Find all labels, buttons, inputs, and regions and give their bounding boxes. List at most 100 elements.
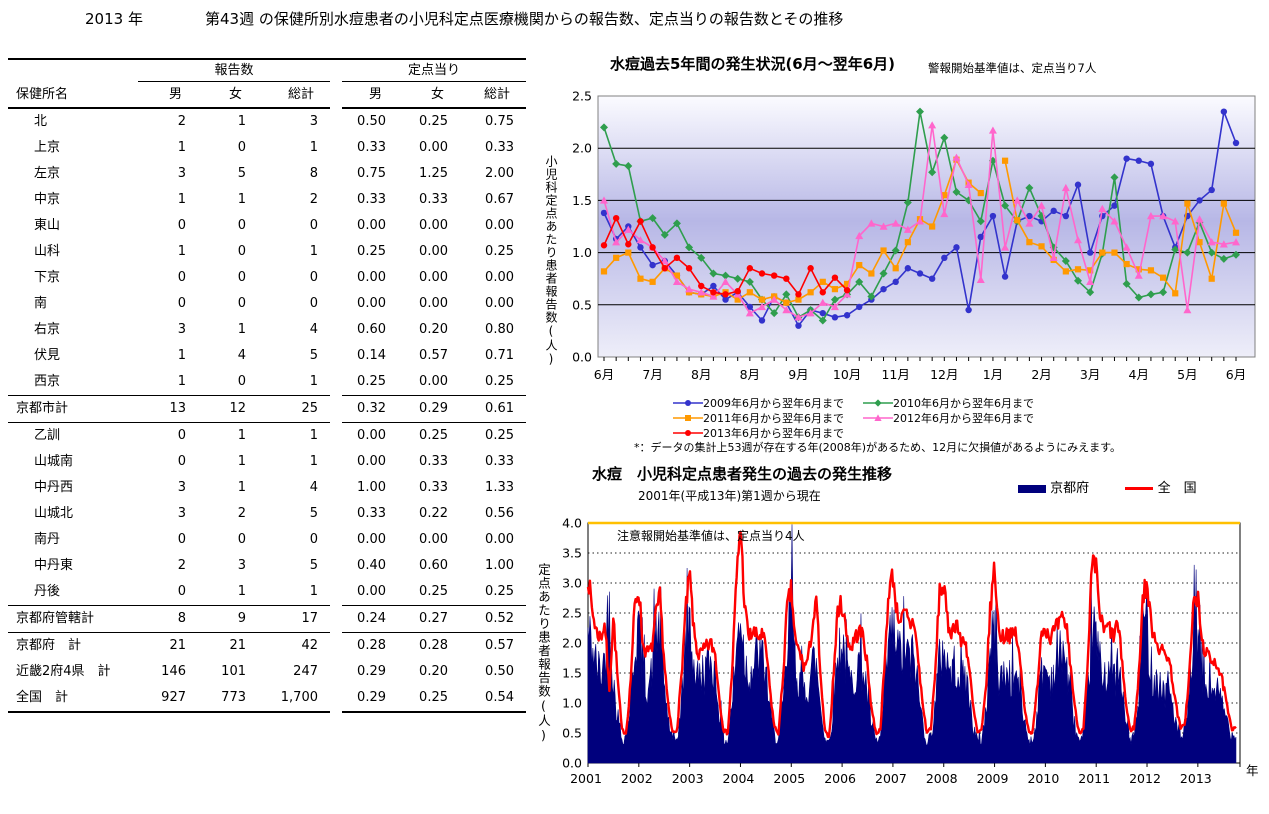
health-center-name: 南丹 <box>34 532 61 547</box>
y-tick-label: 0.5 <box>562 726 582 741</box>
value-cell: 1.00 <box>485 558 514 573</box>
value-cell: 0.00 <box>357 454 386 469</box>
value-cell: 0.28 <box>357 638 386 653</box>
title-rest: の保健所別水痘患者の小児科定点医療機関からの報告数、定点当りの報告数とその推移 <box>258 10 844 28</box>
top-chart-alert-note: 警報開始基準値は、定点当り7人 <box>928 61 1097 75</box>
value-cell: 1 <box>258 579 330 606</box>
health-center-name: 下京 <box>34 270 61 285</box>
value-cell: 0 <box>177 428 186 443</box>
year-label: 2007 <box>875 771 907 786</box>
value-cell: 1 <box>237 114 246 129</box>
value-cell: 1 <box>309 244 318 259</box>
value-cell: 0.57 <box>419 348 448 363</box>
gap-cell <box>330 606 342 633</box>
month-label: 12月 <box>930 367 958 382</box>
y-tick-label: 3.0 <box>562 576 582 591</box>
table-row: 南 0 0 0 0.00 0.00 0.00 <box>8 291 526 317</box>
gap-cell <box>330 265 342 291</box>
year-label: 2008 <box>926 771 958 786</box>
value-cell: 0.00 <box>398 369 460 396</box>
gap-cell <box>330 369 342 396</box>
value-cell: 0.00 <box>357 270 386 285</box>
value-cell: 1 <box>309 140 318 155</box>
value-cell: 2 <box>177 114 186 129</box>
health-center-table: 報告数 定点当り 保健所名 男 女 総計 男 女 総計 北 2 1 3 0.50 0.25… <box>8 58 526 713</box>
value-cell: 0.00 <box>419 218 448 233</box>
y-tick-label: 0.0 <box>572 350 592 365</box>
value-cell: 0.00 <box>485 270 514 285</box>
gap-cell <box>330 579 342 606</box>
title-year: 2013 年 <box>85 10 143 28</box>
health-center-name: 東山 <box>34 218 61 233</box>
value-cell: 0.20 <box>419 664 448 679</box>
value-cell: 3 <box>309 114 318 129</box>
table-row: 中丹東 2 3 5 0.40 0.60 1.00 <box>8 553 526 579</box>
table-row: 乙訓 0 1 1 0.00 0.25 0.25 <box>8 423 526 450</box>
gap-cell <box>330 343 342 369</box>
month-label: 11月 <box>881 367 909 382</box>
value-cell: 0.00 <box>419 140 448 155</box>
value-cell: 0.00 <box>357 428 386 443</box>
value-cell: 0.40 <box>357 558 386 573</box>
title-week: 第43週 <box>205 10 255 28</box>
y-tick-label: 2.5 <box>572 89 592 104</box>
value-cell: 13 <box>138 395 198 423</box>
value-cell: 21 <box>229 638 246 653</box>
value-cell: 42 <box>301 638 318 653</box>
value-cell: 1 <box>177 348 186 363</box>
header-gap <box>330 58 342 82</box>
value-cell: 0.52 <box>460 605 526 633</box>
health-center-name: 山城南 <box>34 454 74 469</box>
gap-cell <box>330 659 342 685</box>
table-row: 下京 0 0 0 0.00 0.00 0.00 <box>8 265 526 291</box>
value-cell: 0.25 <box>485 428 514 443</box>
table-header: 報告数 定点当り 保健所名 男 女 総計 男 女 総計 <box>8 58 526 109</box>
value-cell: 3 <box>177 166 186 181</box>
value-cell: 0.24 <box>342 605 398 633</box>
value-cell: 4 <box>309 322 318 337</box>
value-cell: 0.00 <box>419 532 448 547</box>
health-center-name: 丹後 <box>8 579 138 606</box>
page-title: 2013 年 第43週 の保健所別水痘患者の小児科定点医療機関からの報告数、定点… <box>0 8 1269 30</box>
year-label: 2003 <box>672 771 704 786</box>
value-cell: 0.33 <box>419 192 448 207</box>
value-cell: 1 <box>309 428 318 443</box>
table-row: 近畿2府4県 計 146 101 247 0.29 0.20 0.50 <box>8 659 526 685</box>
y-tick-label: 3.5 <box>562 546 582 561</box>
value-cell: 0 <box>177 532 186 547</box>
value-cell: 4 <box>237 348 246 363</box>
health-center-name: 中丹西 <box>34 480 74 495</box>
value-cell: 17 <box>258 605 330 633</box>
health-center-name: 上京 <box>34 140 61 155</box>
health-center-name: 北 <box>34 114 48 129</box>
value-cell: 0 <box>237 296 246 311</box>
year-label: 2006 <box>824 771 856 786</box>
value-cell: 0.33 <box>357 192 386 207</box>
gap-cell <box>330 475 342 501</box>
health-center-name: 山城北 <box>34 506 74 521</box>
value-cell: 1.25 <box>419 166 448 181</box>
national-line-series <box>586 530 1237 739</box>
value-cell: 0.75 <box>485 114 514 129</box>
value-cell: 0.00 <box>485 296 514 311</box>
health-center-name: 南 <box>34 296 48 311</box>
table-row: 北 2 1 3 0.50 0.25 0.75 <box>8 108 526 135</box>
value-cell: 0.33 <box>419 480 448 495</box>
value-cell: 0 <box>237 140 246 155</box>
legend-entry: 2010年6月から翌年6月まで <box>863 395 1034 410</box>
kyoto-legend-swatch <box>1018 484 1046 493</box>
table-row: 中京 1 1 2 0.33 0.33 0.67 <box>8 187 526 213</box>
value-cell: 0.29 <box>398 395 460 423</box>
health-center-name: 中京 <box>34 192 61 207</box>
year-label: 2002 <box>621 771 653 786</box>
table-body: 北 2 1 3 0.50 0.25 0.75 上京 1 0 1 0.33 0.00 0.33 左京 3 5 8 0.… <box>8 108 526 713</box>
month-label: 10月 <box>833 367 861 382</box>
year-label: 2004 <box>723 771 755 786</box>
table-row: 南丹 0 0 0 0.00 0.00 0.00 <box>8 527 526 553</box>
y-tick-label: 4.0 <box>562 516 582 531</box>
gap-cell <box>330 161 342 187</box>
bottom-chart-title: 水痘 小児科定点患者発生の過去の発生推移 <box>592 465 893 483</box>
value-cell: 0.61 <box>460 395 526 423</box>
kyoto-legend-label: 京都府 <box>1050 481 1090 496</box>
